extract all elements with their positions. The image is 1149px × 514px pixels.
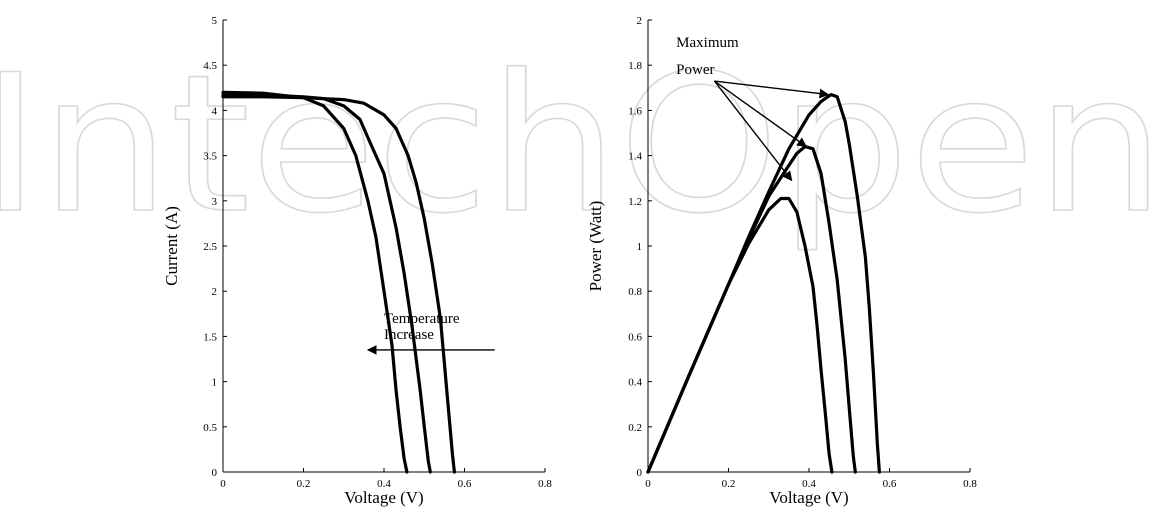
x-axis-label: Voltage (V) <box>769 488 848 507</box>
y-axis-label: Power (Watt) <box>586 201 605 292</box>
y-tick-label: 1.6 <box>628 105 642 117</box>
y-tick-label: 0 <box>637 467 643 479</box>
y-tick-label: 1 <box>637 241 643 253</box>
x-tick-label: 0.4 <box>377 478 391 490</box>
annotation-text: Power <box>676 62 714 78</box>
y-tick-label: 5 <box>212 15 218 27</box>
annotation-arrow <box>714 80 807 148</box>
x-axis-label: Voltage (V) <box>344 488 423 507</box>
y-tick-label: 2 <box>637 15 643 27</box>
y-tick-label: 0.4 <box>628 377 642 389</box>
y-tick-label: 0.5 <box>203 422 217 434</box>
annotation-text: Increase <box>384 327 434 343</box>
y-tick-label: 2 <box>212 286 218 298</box>
annotation-text: Temperature <box>384 311 460 327</box>
y-tick-label: 0.2 <box>628 422 642 434</box>
series-line-1 <box>221 90 409 474</box>
series-line-2 <box>646 145 857 474</box>
y-tick-label: 1.5 <box>203 331 217 343</box>
x-tick-label: 0.6 <box>883 478 897 490</box>
annotation-text: Maximum <box>676 35 739 51</box>
y-tick-label: 4 <box>212 105 218 117</box>
current-voltage-chart: 0 0.5 1 1.5 2 2.5 3 3.5 4 4.5 5 0 0.2 0.4 0.6 0.8 Voltag… <box>162 15 552 507</box>
annotation-arrow <box>714 80 830 99</box>
y-tick-label: 2.5 <box>203 241 217 253</box>
y-axis-label: Current (A) <box>162 206 181 286</box>
y-tick-label: 0.8 <box>628 286 642 298</box>
y-tick-label: 0.6 <box>628 331 642 343</box>
power-voltage-chart: 0 0.2 0.4 0.6 0.8 1 1.2 1.4 1.6 1.8 2 0 0.2 0.4 0.6 0.8… <box>586 15 977 507</box>
series-line-1 <box>646 196 834 474</box>
y-tick-label: 1.2 <box>628 196 642 208</box>
y-tick-label: 1.8 <box>628 60 642 72</box>
x-tick-label: 0 <box>645 478 651 490</box>
x-tick-label: 0 <box>220 478 226 490</box>
x-tick-label: 0.8 <box>538 478 552 490</box>
y-tick-label: 3 <box>212 196 218 208</box>
y-tick-label: 4.5 <box>203 60 217 72</box>
y-tick-label: 1 <box>212 377 218 389</box>
y-tick-label: 3.5 <box>203 151 217 163</box>
annotation-arrow <box>713 80 793 182</box>
x-tick-label: 0.8 <box>963 478 977 490</box>
series-line-3 <box>221 95 456 474</box>
x-tick-label: 0.2 <box>722 478 736 490</box>
y-tick-label: 1.4 <box>628 151 642 163</box>
series-line-3 <box>646 92 882 474</box>
y-tick-label: 0 <box>212 467 218 479</box>
x-tick-label: 0.6 <box>458 478 472 490</box>
x-tick-label: 0.2 <box>297 478 311 490</box>
x-tick-label: 0.4 <box>802 478 816 490</box>
